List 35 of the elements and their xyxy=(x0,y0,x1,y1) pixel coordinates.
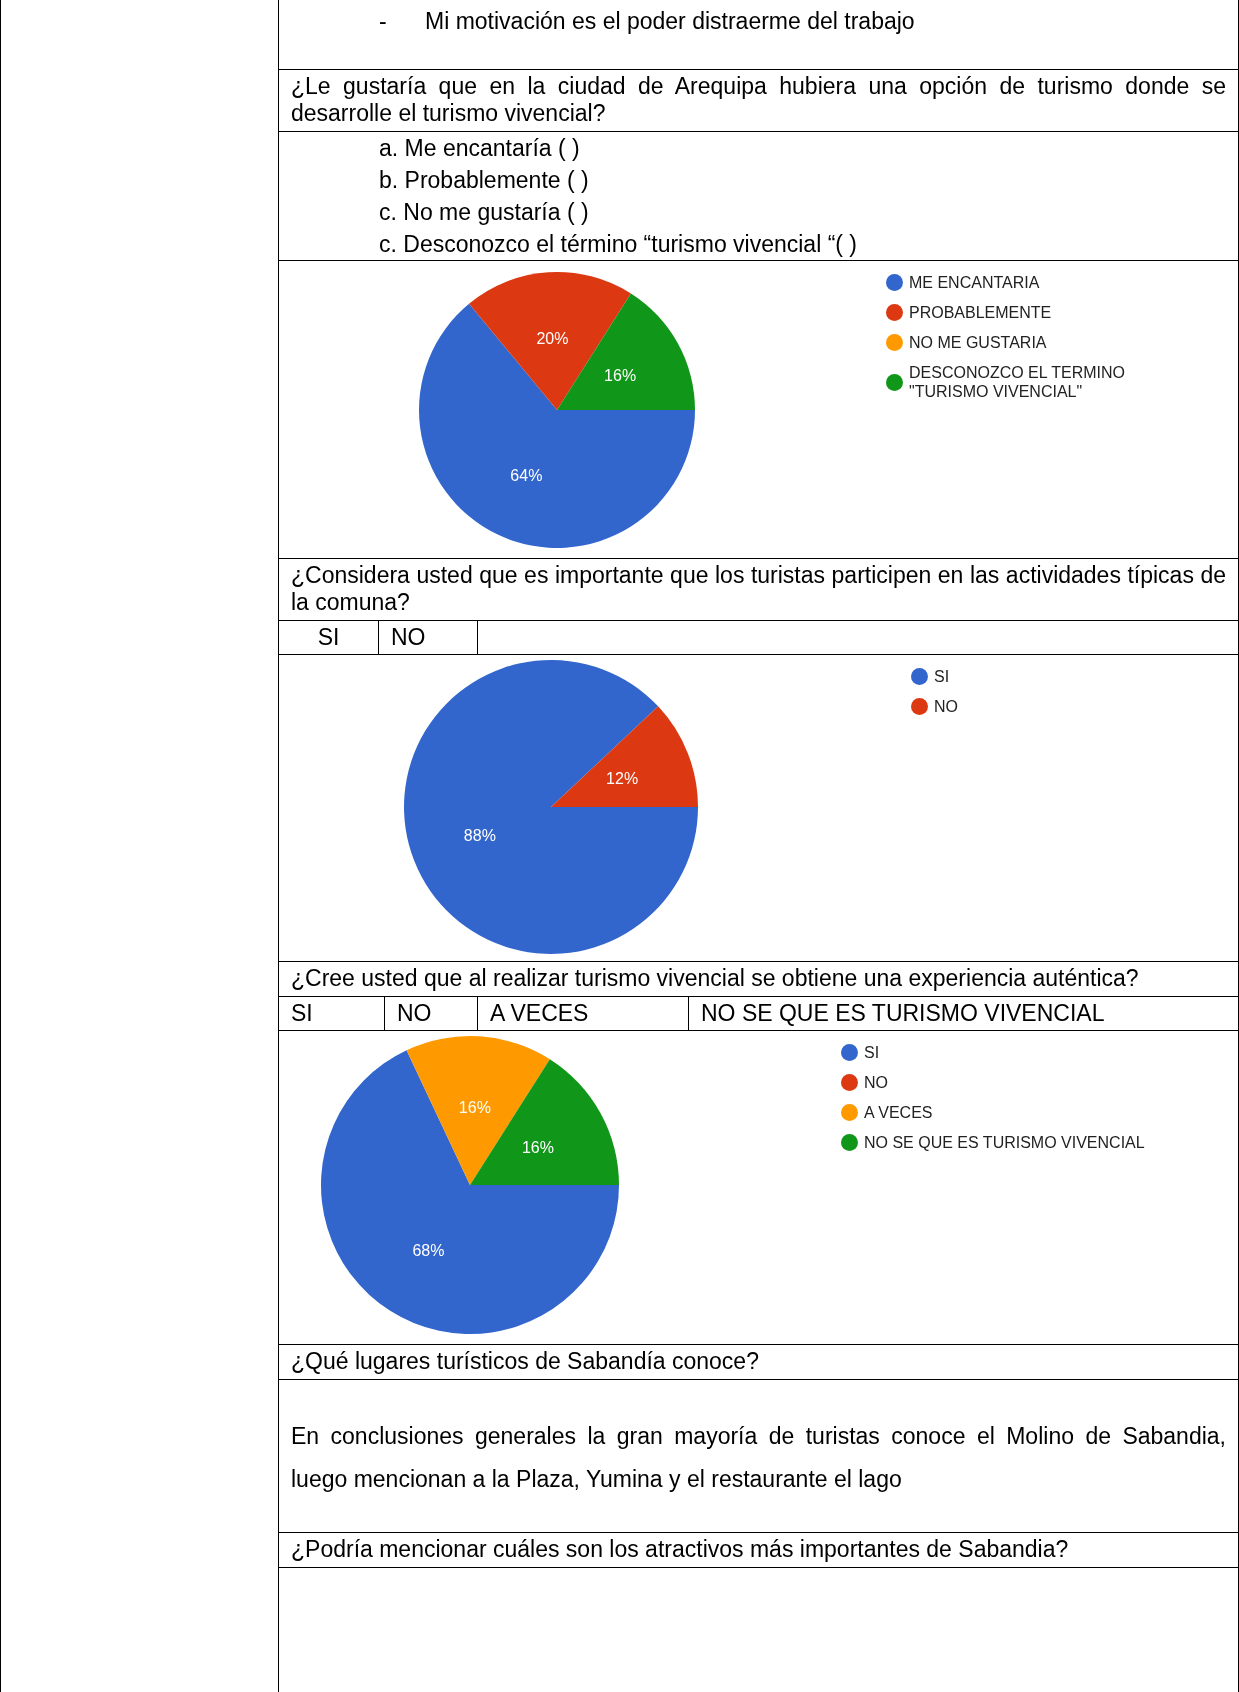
chart-title: ¿Cree usted que al realizar turismo vivencial se obtiene una experiencia auténtica? xyxy=(279,962,1238,997)
legend-label: NO ME GUSTARIA xyxy=(909,333,1047,352)
text: En conclusiones generales la gran mayoría de turistas conoce el Molino de Sabandia, luego mencionan a la Plaza, Yumina y el restaurante el lago xyxy=(291,1422,1226,1494)
legend-label: NO xyxy=(864,1073,888,1092)
data-label: 16% xyxy=(604,366,637,384)
text: SI xyxy=(279,997,385,1030)
text: b. Probablemente ( ) xyxy=(379,166,590,195)
legend-label: ME ENCANTARIA xyxy=(909,273,1040,292)
text: ¿Podría mencionar cuáles son los atractivos más importantes de Sabandia? xyxy=(279,1533,1238,1568)
text: c. Desconozco el término “turismo vivencial “( ) xyxy=(379,230,859,259)
text: SI xyxy=(279,621,379,654)
text: ¿Qué lugares turísticos de Sabandía conoce? xyxy=(279,1345,1238,1380)
legend-label: PROBABLEMENTE xyxy=(909,303,1052,322)
data-label: 64% xyxy=(510,466,543,484)
chart-title: ¿Considera usted que es importante que los turistas participen en las actividades típicas de la comuna? xyxy=(279,559,1238,621)
data-label: 68% xyxy=(412,1241,445,1259)
data-label: 16% xyxy=(458,1099,491,1117)
legend-label: NO SE QUE ES TURISMO VIVENCIAL xyxy=(864,1133,1145,1152)
chart-title: ¿Le gustaría que en la ciudad de Arequipa hubiera una opción de turismo donde se desarrolle el turismo vivencial? xyxy=(279,70,1238,132)
data-label: 16% xyxy=(521,1139,554,1157)
legend-label: SI xyxy=(934,667,950,686)
legend-label: DESCONOZCO EL TERMINO "TURISMO VIVENCIAL" xyxy=(909,363,1127,401)
text: - Mi motivación es el poder distraerme del trabajo xyxy=(379,8,916,35)
legend-label: NO xyxy=(934,697,958,716)
data-label: 12% xyxy=(606,770,639,788)
legend-label: SI xyxy=(864,1043,880,1062)
text: c. No me gustaría ( ) xyxy=(379,198,590,227)
text: NO xyxy=(379,621,478,654)
text: NO SE QUE ES TURISMO VIVENCIAL xyxy=(700,999,1106,1028)
text: NO xyxy=(385,997,478,1030)
legend-label: A VECES xyxy=(864,1103,933,1122)
data-label: 88% xyxy=(463,826,496,844)
data-label: 20% xyxy=(536,329,569,347)
text: A VECES xyxy=(478,997,689,1030)
text: a. Me encantaría ( ) xyxy=(379,134,581,163)
